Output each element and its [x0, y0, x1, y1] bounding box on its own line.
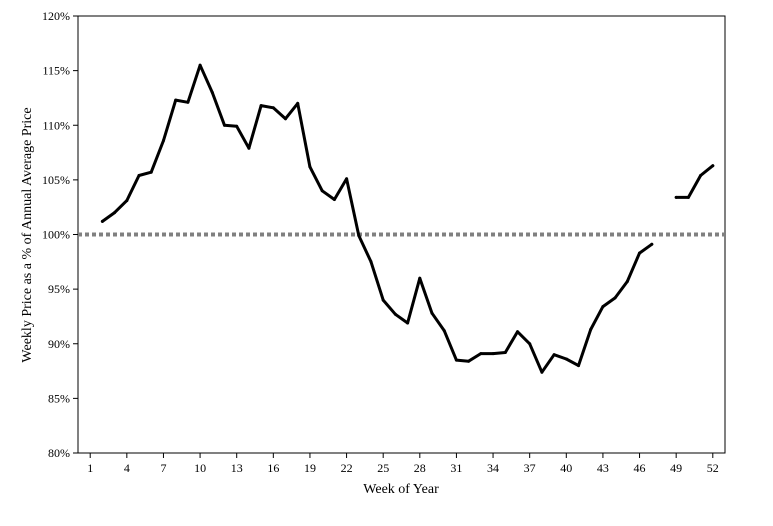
y-tick-label: 80%	[48, 446, 70, 460]
data-point	[284, 117, 287, 121]
data-point	[162, 139, 165, 142]
x-tick-label: 31	[450, 461, 462, 475]
data-point	[491, 352, 495, 356]
data-point	[442, 329, 446, 333]
y-axis-ticks: 80% 85% 90% 95% 100% 105% 110% 115% 120%	[42, 9, 78, 460]
data-point	[650, 242, 654, 246]
data-point	[247, 146, 251, 150]
data-point	[113, 211, 117, 215]
data-point	[430, 311, 434, 315]
data-point	[564, 357, 568, 361]
y-tick-label: 95%	[48, 282, 70, 296]
x-tick-label: 28	[414, 461, 426, 475]
data-point	[357, 234, 361, 238]
x-tick-label: 40	[560, 461, 572, 475]
x-tick-label: 52	[707, 461, 719, 475]
x-tick-label: 13	[231, 461, 243, 475]
data-point	[613, 296, 617, 300]
data-point	[479, 352, 483, 356]
x-tick-label: 25	[377, 461, 389, 475]
y-tick-label: 110%	[42, 118, 70, 132]
data-point	[296, 101, 300, 105]
y-tick-label: 85%	[48, 391, 70, 405]
x-tick-label: 7	[160, 461, 166, 475]
x-tick-label: 10	[194, 461, 206, 475]
y-tick-label: 115%	[42, 64, 70, 78]
data-point	[552, 353, 556, 357]
data-point	[589, 328, 593, 331]
data-point	[528, 342, 532, 346]
data-point	[320, 189, 324, 193]
data-point	[638, 251, 641, 255]
x-axis-ticks: 1 4 7 10 13 16 19 22 25 28 31 34 37 40 43 46 49 52	[87, 453, 719, 475]
x-tick-label: 22	[341, 461, 353, 475]
data-point	[516, 330, 519, 334]
data-point	[100, 219, 104, 223]
x-axis-title: Week of Year	[363, 482, 439, 497]
data-point	[186, 100, 190, 104]
data-point	[308, 165, 312, 169]
series-line-segment-2	[674, 164, 715, 199]
y-tick-label: 90%	[48, 337, 70, 351]
series-line-segment-1	[100, 63, 654, 374]
y-axis-title: Weekly Price as a % of Annual Average Pr…	[20, 107, 35, 362]
data-point	[381, 298, 385, 302]
data-point	[601, 305, 605, 309]
series-lines	[100, 63, 715, 374]
data-point	[699, 174, 703, 177]
y-tick-label: 105%	[42, 173, 70, 187]
data-point	[235, 124, 239, 128]
data-point	[711, 164, 715, 168]
x-tick-label: 19	[304, 461, 316, 475]
data-point	[540, 370, 544, 374]
data-point	[418, 276, 422, 280]
data-point	[332, 198, 336, 201]
x-tick-label: 43	[597, 461, 609, 475]
data-point	[210, 91, 214, 94]
data-point	[393, 312, 397, 316]
data-point	[137, 174, 141, 177]
data-point	[198, 63, 202, 67]
data-point	[125, 199, 129, 203]
data-point	[369, 260, 373, 264]
data-point	[259, 104, 263, 108]
data-point	[577, 364, 580, 368]
data-point	[674, 195, 678, 199]
data-point	[454, 358, 458, 362]
x-tick-label: 49	[670, 461, 682, 475]
data-point	[686, 195, 690, 199]
x-tick-label: 16	[267, 461, 279, 475]
y-tick-label: 120%	[42, 9, 70, 23]
x-tick-label: 34	[487, 461, 499, 475]
y-tick-label: 100%	[42, 228, 70, 242]
data-point	[223, 123, 226, 127]
data-point	[625, 280, 629, 283]
x-tick-label: 1	[87, 461, 93, 475]
x-tick-label: 46	[634, 461, 646, 475]
data-point	[345, 177, 349, 181]
data-point	[406, 321, 410, 325]
data-point	[174, 98, 178, 102]
data-point	[467, 359, 471, 363]
data-point	[503, 351, 507, 354]
data-point	[271, 106, 275, 110]
data-point	[149, 170, 153, 174]
x-tick-label: 37	[524, 461, 536, 475]
x-tick-label: 4	[124, 461, 130, 475]
